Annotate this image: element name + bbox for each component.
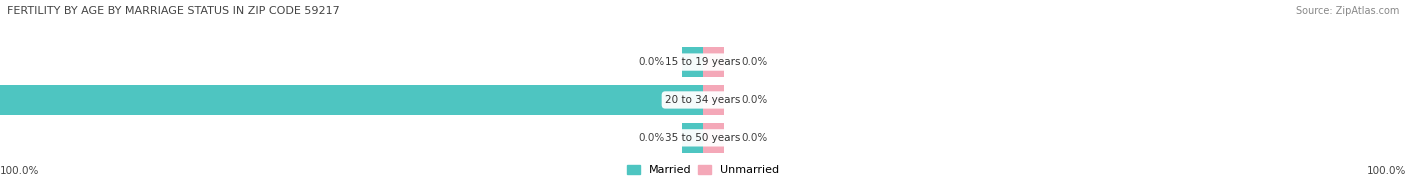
Text: 0.0%: 0.0% [742, 133, 768, 143]
Bar [703, 123, 724, 153]
Text: 0.0%: 0.0% [742, 95, 768, 105]
Text: FERTILITY BY AGE BY MARRIAGE STATUS IN ZIP CODE 59217: FERTILITY BY AGE BY MARRIAGE STATUS IN Z… [7, 6, 340, 16]
Bar [0, 85, 703, 115]
Text: 0.0%: 0.0% [742, 57, 768, 67]
Text: 15 to 19 years: 15 to 19 years [665, 57, 741, 67]
Text: Source: ZipAtlas.com: Source: ZipAtlas.com [1295, 6, 1399, 16]
Text: 0.0%: 0.0% [638, 57, 665, 67]
Text: 100.0%: 100.0% [1367, 165, 1406, 176]
Bar [703, 85, 724, 115]
Bar [703, 47, 724, 77]
Legend: Married, Unmarried: Married, Unmarried [621, 160, 785, 180]
Bar [682, 123, 703, 153]
Text: 0.0%: 0.0% [638, 133, 665, 143]
Text: 35 to 50 years: 35 to 50 years [665, 133, 741, 143]
Text: 20 to 34 years: 20 to 34 years [665, 95, 741, 105]
Text: 100.0%: 100.0% [0, 165, 39, 176]
Bar [682, 47, 703, 77]
